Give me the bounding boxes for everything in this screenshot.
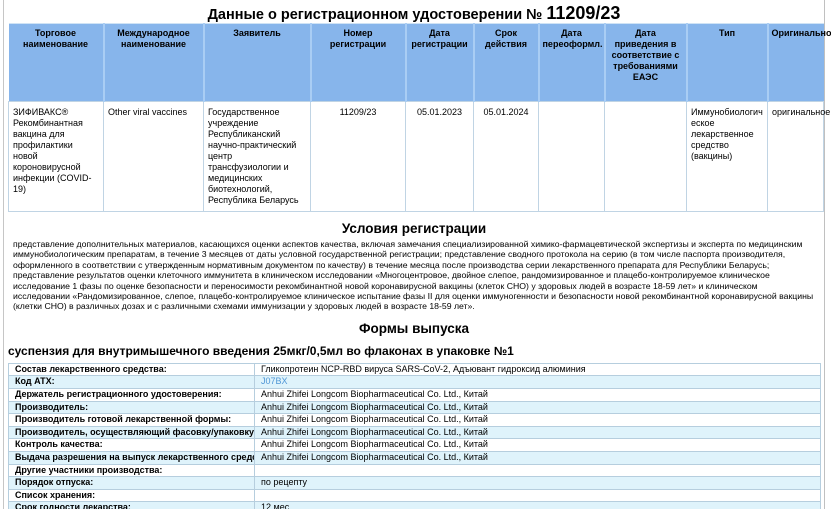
release-forms-heading: Формы выпуска (358, 320, 470, 336)
row-value-composition: Гликопротеин NCP-RBD вируса SARS-CoV-2, … (254, 362, 821, 377)
atc-code-link[interactable]: J07BX (261, 376, 288, 387)
row-label-finished-form-manufacturer: Производитель готовой лекарственной форм… (8, 413, 255, 427)
row-value-storage-list (254, 488, 821, 503)
col-header-original: Оригинальное (767, 23, 831, 102)
cell-original: оригинальное (767, 101, 830, 212)
cell-registration-date: 05.01.2023 (405, 101, 474, 212)
row-value-packaging-manufacturer: Anhui Zhifei Longcom Biopharmaceutical C… (254, 425, 821, 440)
table-row: Состав лекарственного средства: Гликопро… (8, 362, 821, 377)
conditions-heading: Условия регистрации (341, 221, 487, 236)
table-row: Контроль качества: Anhui Zhifei Longcom … (8, 438, 821, 452)
table-row: Другие участники производства: (8, 463, 821, 478)
registration-table-header-row: Торговое наименование Международное наим… (8, 23, 831, 102)
table-row: Список хранения: (8, 488, 821, 503)
release-form-title: суспензия для внутримышечного введения 2… (8, 343, 514, 358)
cell-reissue-date (538, 101, 605, 212)
page-frame: Данные о регистрационном удостоверении №… (3, 0, 831, 509)
row-label-dispensing-order: Порядок отпуска: (8, 476, 255, 490)
registration-table: Торговое наименование Международное наим… (8, 23, 831, 212)
row-value-shelf-life: 12 мес. (254, 501, 821, 509)
table-row: Производитель готовой лекарственной форм… (8, 413, 821, 427)
col-header-trade-name: Торговое наименование (8, 23, 105, 102)
row-value-other-participants (254, 463, 821, 478)
cell-valid-until: 05.01.2024 (473, 101, 539, 212)
row-value-atc-code: J07BX (254, 375, 821, 390)
col-header-registration-date: Дата регистрации (405, 23, 475, 102)
col-header-type: Тип (686, 23, 769, 102)
cell-eaeu-date (604, 101, 687, 212)
table-row: Срок годности лекарства: 12 мес. (8, 501, 821, 509)
release-form-table: Состав лекарственного средства: Гликопро… (8, 362, 821, 509)
row-value-finished-form-manufacturer: Anhui Zhifei Longcom Biopharmaceutical C… (254, 413, 821, 427)
row-label-quality-control: Контроль качества: (8, 438, 255, 452)
conditions-text: представление дополнительных материалов,… (13, 239, 814, 312)
table-row: Держатель регистрационного удостоверения… (8, 388, 821, 402)
row-label-storage-list: Список хранения: (8, 488, 255, 503)
table-row: Порядок отпуска: по рецепту (8, 476, 821, 490)
row-label-other-participants: Другие участники производства: (8, 463, 255, 478)
row-label-packaging-manufacturer: Производитель, осуществляющий фасовку/уп… (8, 425, 255, 440)
cell-applicant: Государственное учреждение Республиканск… (203, 101, 311, 212)
row-label-certificate-holder: Держатель регистрационного удостоверения… (8, 388, 255, 402)
row-label-atc-code: Код АТХ: (8, 375, 255, 390)
registration-table-data-row: ЗИФИВАКС® Рекомбинантная вакцина для про… (8, 101, 830, 212)
cell-international-name: Other viral vaccines (103, 101, 204, 212)
col-header-valid-until: Срок действия (473, 23, 540, 102)
row-label-shelf-life: Срок годности лекарства: (8, 501, 255, 509)
table-row: Производитель: Anhui Zhifei Longcom Biop… (8, 400, 821, 415)
row-label-composition: Состав лекарственного средства: (8, 362, 255, 377)
row-value-manufacturer: Anhui Zhifei Longcom Biopharmaceutical C… (254, 400, 821, 415)
table-row: Код АТХ: J07BX (8, 375, 821, 390)
table-row: Выдача разрешения на выпуск лекарственно… (8, 451, 821, 465)
cell-type: Иммунобиологическое лекарственное средст… (686, 101, 768, 212)
col-header-reissue-date: Дата переоформл. (538, 23, 606, 102)
row-label-release-authorization: Выдача разрешения на выпуск лекарственно… (8, 451, 255, 465)
table-row: Производитель, осуществляющий фасовку/уп… (8, 425, 821, 440)
col-header-eaeu-date: Дата приведения в соответствие с требова… (604, 23, 688, 102)
row-value-quality-control: Anhui Zhifei Longcom Biopharmaceutical C… (254, 438, 821, 452)
page-title-reg-number: 11209/23 (546, 3, 621, 23)
col-header-registration-number: Номер регистрации (310, 23, 407, 102)
page-title-text: Данные о регистрационном удостоверении № (207, 7, 547, 23)
page-title: Данные о регистрационном удостоверении №… (7, 0, 821, 23)
row-value-certificate-holder: Anhui Zhifei Longcom Biopharmaceutical C… (254, 388, 821, 402)
cell-registration-number: 11209/23 (310, 101, 406, 212)
row-value-release-authorization: Anhui Zhifei Longcom Biopharmaceutical C… (254, 451, 821, 465)
row-value-dispensing-order: по рецепту (254, 476, 821, 490)
col-header-international-name: Международное наименование (103, 23, 205, 102)
cell-trade-name: ЗИФИВАКС® Рекомбинантная вакцина для про… (8, 101, 104, 212)
col-header-applicant: Заявитель (203, 23, 312, 102)
row-label-manufacturer: Производитель: (8, 400, 255, 415)
